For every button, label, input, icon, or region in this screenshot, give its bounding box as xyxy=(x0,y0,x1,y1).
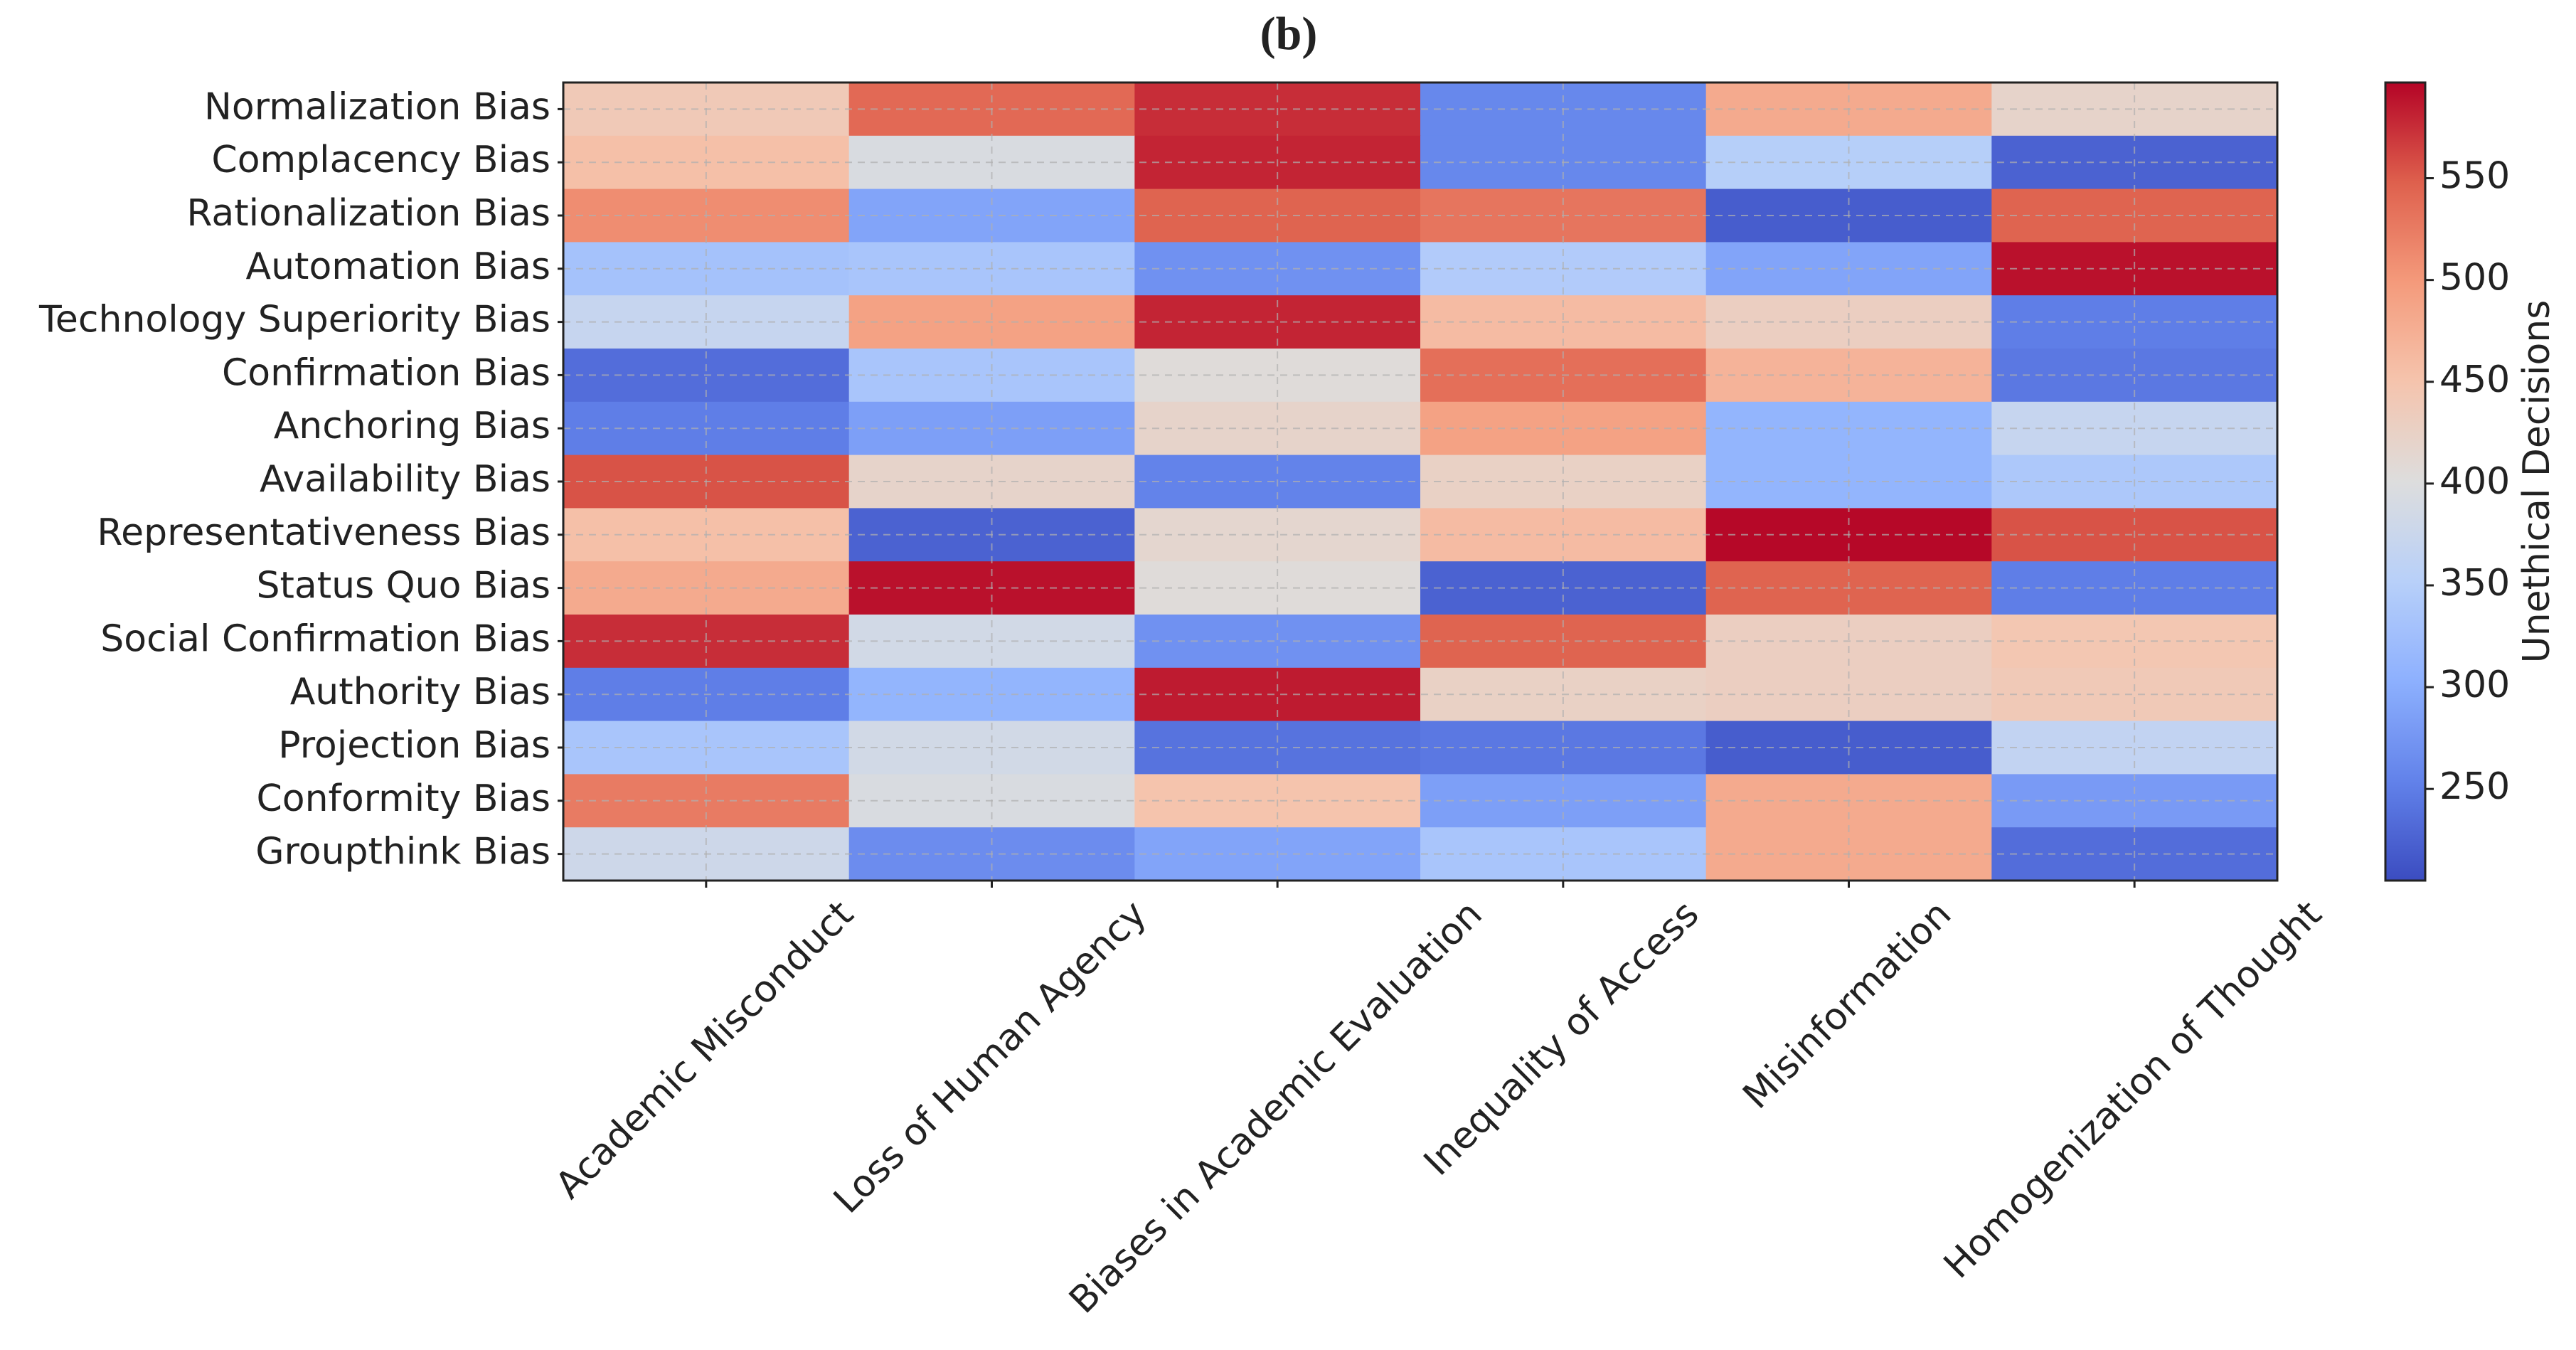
colorbar xyxy=(2384,81,2427,882)
y-tick-label: Complacency Bias xyxy=(211,139,550,181)
y-tick-label: Automation Bias xyxy=(246,245,550,288)
colorbar-tick-label: 550 xyxy=(2439,155,2510,198)
y-tick-label: Projection Bias xyxy=(278,724,550,767)
y-tick-label: Social Confirmation Bias xyxy=(100,617,550,660)
x-tick-label: Misinformation xyxy=(1735,893,1960,1117)
y-tick-label: Conformity Bias xyxy=(256,777,550,820)
x-tick-label: Homogenization of Thought xyxy=(1936,893,2330,1287)
x-tick-label: Biases in Academic Evaluation xyxy=(1061,893,1490,1322)
chart-title: (b) xyxy=(1260,8,1318,60)
colorbar-tick-label: 250 xyxy=(2439,765,2510,808)
y-tick-label: Technology Superiority Bias xyxy=(38,299,550,341)
colorbar-tick-label: 450 xyxy=(2439,358,2510,401)
colorbar-tick-label: 350 xyxy=(2439,562,2510,605)
y-tick-label: Status Quo Bias xyxy=(256,565,550,607)
y-tick-label: Confirmation Bias xyxy=(222,351,550,394)
y-tick-label: Rationalization Bias xyxy=(186,192,550,235)
colorbar-tick-label: 300 xyxy=(2439,664,2510,706)
y-tick-label: Representativeness Bias xyxy=(97,511,550,554)
x-tick-label: Loss of Human Agency xyxy=(826,893,1155,1222)
colorbar-tick-label: 400 xyxy=(2439,460,2510,503)
y-tick-label: Normalization Bias xyxy=(204,85,550,128)
y-tick-label: Availability Bias xyxy=(260,458,550,501)
x-tick-label: Academic Misconduct xyxy=(548,893,862,1207)
y-tick-label: Authority Bias xyxy=(290,671,550,713)
colorbar-tick-label: 500 xyxy=(2439,257,2510,299)
plot-frame xyxy=(562,81,2279,882)
y-tick-label: Anchoring Bias xyxy=(274,405,550,447)
y-tick-label: Groupthink Bias xyxy=(255,831,550,873)
colorbar-label: Unethical Decisions xyxy=(2516,300,2558,664)
